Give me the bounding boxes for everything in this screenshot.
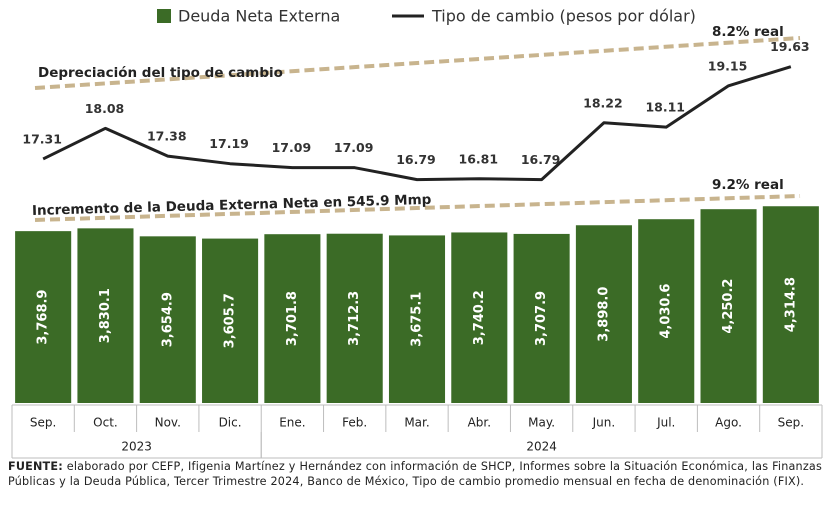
bar-value-label: 3,898.0	[596, 287, 611, 342]
line-value-label: 18.08	[85, 101, 125, 116]
line-value-label: 17.09	[272, 140, 312, 155]
trend-dash	[34, 36, 801, 90]
chart: Depreciación del tipo de cambio 8.2% rea…	[11, 7, 823, 459]
x-tick-label: Ene.	[279, 416, 305, 430]
bar	[388, 235, 446, 403]
line-value-label: 19.63	[770, 39, 810, 54]
legend-swatch	[157, 9, 171, 23]
line-value-label: 17.09	[334, 140, 374, 155]
line-value-label: 17.19	[209, 136, 249, 151]
bar	[451, 232, 508, 403]
annotation: Depreciación del tipo de cambio	[38, 65, 283, 81]
line-value-label: 17.31	[22, 131, 62, 146]
year-label: 2024	[526, 440, 557, 454]
bar-value-label: 3,701.8	[285, 291, 300, 346]
x-tick-label: Oct.	[93, 416, 118, 430]
bar	[139, 236, 196, 403]
x-tick-label: Dic.	[219, 416, 242, 430]
bar-value-label: 4,030.6	[659, 284, 674, 339]
legend-label: Tipo de cambio (pesos por dólar)	[431, 7, 696, 26]
source-text: elaborado por CEFP, Ifigenia Martínez y …	[8, 460, 822, 488]
bar-value-label: 3,675.1	[410, 292, 425, 347]
x-tick-label: Abr.	[468, 416, 491, 430]
line-value-label: 16.79	[521, 152, 561, 167]
x-tick-label: Mar.	[404, 416, 429, 430]
x-tick-label: Jun.	[592, 416, 616, 430]
line	[42, 65, 792, 182]
annotation: 9.2% real	[712, 177, 784, 193]
x-tick-label: Nov.	[155, 416, 181, 430]
bar-value-label: 3,740.2	[472, 290, 487, 345]
bar	[326, 233, 383, 403]
source-note: FUENTE: elaborado por CEFP, Ifigenia Mar…	[8, 460, 822, 489]
bar	[700, 209, 757, 403]
bar	[762, 206, 819, 403]
x-tick-label: Sep.	[30, 416, 56, 430]
bar	[202, 238, 259, 403]
bar-value-label: 3,605.7	[223, 293, 238, 348]
bar	[575, 225, 632, 403]
bar	[638, 219, 695, 403]
line-value-label: 16.79	[396, 152, 436, 167]
year-label: 2023	[121, 440, 152, 454]
bar-value-label: 3,712.3	[347, 291, 362, 346]
bar-value-label: 4,250.2	[721, 279, 736, 334]
x-tick-label: May.	[528, 416, 555, 430]
line-value-label: 18.11	[645, 100, 685, 115]
source-label: FUENTE:	[8, 460, 63, 473]
bar	[264, 234, 321, 403]
bar-value-label: 3,654.9	[160, 292, 175, 347]
line-value-label: 16.81	[459, 151, 499, 166]
x-tick-label: Ago.	[715, 416, 742, 430]
bar-value-label: 4,314.8	[783, 277, 798, 332]
bar	[513, 233, 570, 403]
trend-dash	[34, 194, 801, 222]
line-value-label: 17.38	[147, 129, 187, 144]
bar	[15, 231, 72, 403]
bar-value-label: 3,830.1	[98, 288, 113, 343]
annotation: 8.2% real	[712, 24, 784, 40]
x-tick-label: Jul.	[656, 416, 675, 430]
line-value-label: 18.22	[583, 95, 623, 110]
bar-value-label: 3,707.9	[534, 291, 549, 346]
legend-label: Deuda Neta Externa	[178, 7, 340, 26]
bar	[77, 228, 134, 403]
x-tick-label: Sep.	[778, 416, 804, 430]
bar-value-label: 3,768.9	[36, 290, 51, 345]
x-tick-label: Feb.	[342, 416, 367, 430]
line-value-label: 19.15	[708, 58, 748, 73]
